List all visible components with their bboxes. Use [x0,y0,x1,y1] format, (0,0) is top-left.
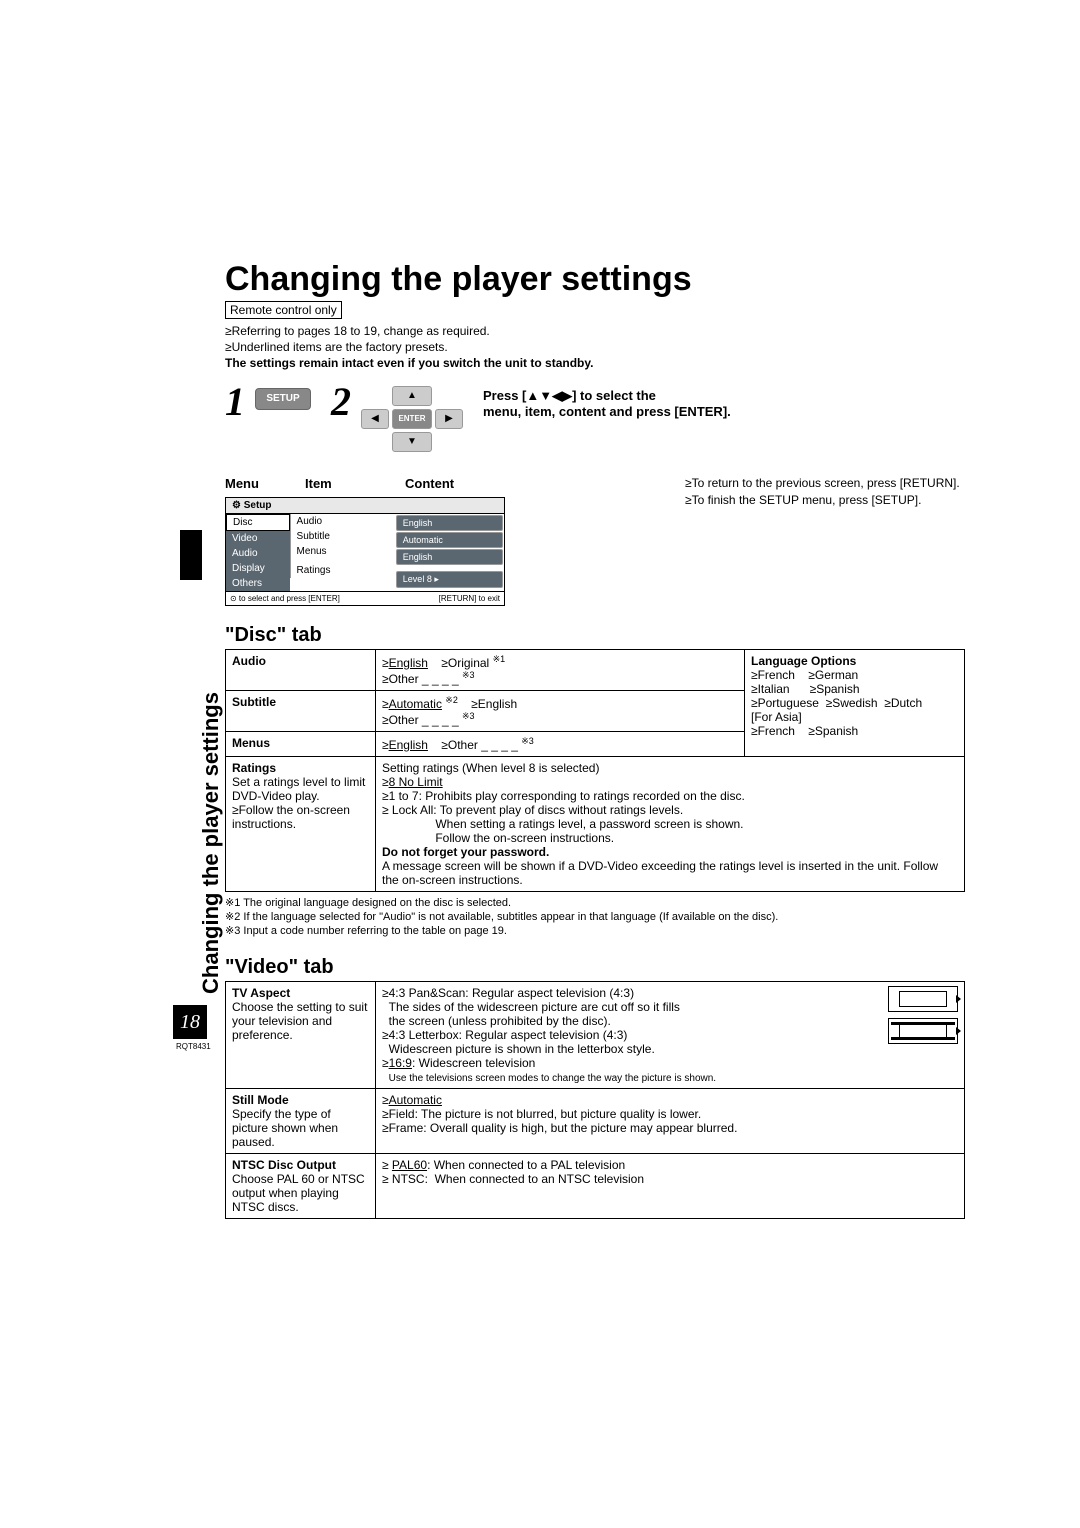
osd-menu-others: Others [226,576,290,591]
cell-ratings-value: Setting ratings (When level 8 is selecte… [376,756,965,891]
page-content: Changing the player settings Remote cont… [225,260,965,1219]
label-item: Item [305,476,405,491]
cell-menus-value: ≥English ≥Other _ _ _ _ ※3 [376,731,745,756]
osd-foot-return: [RETURN] to exit [439,594,500,603]
cell-ratings-label: Ratings Set a ratings level to limit DVD… [226,756,376,891]
ratings-label: Ratings [232,761,276,775]
osd-col-content: English Automatic English Level 8 ▸ [395,514,504,591]
note-setup: ≥To finish the SETUP menu, press [SETUP]… [685,492,960,509]
cell-ntsc-value: ≥ PAL60: When connected to a PAL televis… [376,1154,965,1219]
aspect-sub: Choose the setting to suit your televisi… [232,1000,367,1042]
side-tab: Changing the player settings [180,530,220,1050]
step-2-line-b: menu, item, content and press [ENTER]. [483,404,731,419]
osd-header: ⚙ Setup [226,498,504,514]
disc-tab-heading: "Disc" tab [225,624,965,647]
osd-item-subtitle: Subtitle [290,529,395,544]
cell-still-label: Still Mode Specify the type of picture s… [226,1089,376,1154]
cell-subtitle-label: Subtitle [226,690,376,731]
osd-footer: ⊙ to select and press [ENTER] [RETURN] t… [226,591,504,605]
setup-osd-graphic: ⚙ Setup Disc Video Audio Display Others … [225,497,505,606]
dpad-up-icon: ▲ [392,386,432,406]
step-2-text: Press [▲▼◀▶] to select the menu, item, c… [483,388,965,419]
intro-line-1: ≥Referring to pages 18 to 19, change as … [225,323,965,339]
step-1-number: 1 [225,382,245,422]
aspect-label: TV Aspect [232,986,290,1000]
page-number: 18 [173,1005,207,1039]
osd-item-ratings: Ratings [290,563,395,578]
still-label: Still Mode [232,1093,289,1107]
page-title: Changing the player settings [225,260,965,299]
dpad-enter-icon: ENTER [392,409,432,429]
note-return: ≥To return to the previous screen, press… [685,475,960,492]
footnotes: ※1 The original language designed on the… [225,896,965,939]
osd-item-menus: Menus [290,544,395,559]
cell-audio-label: Audio [226,649,376,690]
cell-subtitle-value: ≥Automatic ※2 ≥English≥Other _ _ _ _ ※3 [376,690,745,731]
cell-audio-value: ≥English ≥Original ※1≥Other _ _ _ _ ※3 [376,649,745,690]
aspect-value-text: ≥4:3 Pan&Scan: Regular aspect television… [382,986,716,1084]
video-table: TV Aspect Choose the setting to suit you… [225,981,965,1219]
step-2-line-a: Press [▲▼◀▶] to select the [483,388,656,403]
step-2-number: 2 [331,382,351,422]
osd-col-item: Audio Subtitle Menus Ratings [290,514,395,591]
cell-aspect-value: ≥4:3 Pan&Scan: Regular aspect television… [376,982,965,1089]
dpad-right-icon: ▶ [435,409,463,429]
ratings-sub: Set a ratings level to limit DVD-Video p… [232,775,365,831]
intro-line-2: ≥Underlined items are the factory preset… [225,339,965,355]
remote-only-badge: Remote control only [225,301,342,319]
steps-row: 1 SETUP 2 ▲ ◀ENTER▶ ▼ Press [▲▼◀▶] to se… [225,382,965,452]
osd-foot-select: ⊙ to select and press [ENTER] [230,594,340,603]
osd-menu-video: Video [226,531,290,546]
dpad-graphic: ▲ ◀ENTER▶ ▼ [361,386,463,452]
cell-aspect-label: TV Aspect Choose the setting to suit you… [226,982,376,1089]
ntsc-label: NTSC Disc Output [232,1158,336,1172]
still-sub: Specify the type of picture shown when p… [232,1107,338,1149]
footnote-1: ※1 The original language designed on the… [225,896,965,910]
lang-options-label: Language Options [751,654,856,668]
cell-still-value: ≥Automatic≥Field: The picture is not blu… [376,1089,965,1154]
cell-language-options: Language Options ≥French ≥German≥Italian… [745,649,965,756]
intro-line-3: The settings remain intact even if you s… [225,355,965,371]
subtitle-label: Subtitle [232,695,276,709]
footnote-2: ※2 If the language selected for "Audio" … [225,910,965,924]
return-notes: ≥To return to the previous screen, press… [685,475,960,509]
osd-content-automatic: Automatic [396,532,503,548]
osd-menu-display: Display [226,561,290,576]
osd-menu-audio: Audio [226,546,290,561]
dpad-left-icon: ◀ [361,409,389,429]
ntsc-sub: Choose PAL 60 or NTSC output when playin… [232,1172,365,1214]
osd-content-blank [396,566,503,570]
label-menu: Menu [225,476,305,491]
side-rotated-title: Changing the player settings [198,692,224,994]
footnote-3: ※3 Input a code number referring to the … [225,924,965,938]
video-tab-heading: "Video" tab [225,956,965,979]
tv-aspect-icons [888,986,958,1050]
cell-ntsc-label: NTSC Disc Output Choose PAL 60 or NTSC o… [226,1154,376,1219]
side-black-box [180,530,202,580]
osd-item-audio: Audio [290,514,395,529]
label-content: Content [405,476,495,491]
menus-label: Menus [232,736,270,750]
dpad-down-icon: ▼ [392,432,432,452]
osd-menu-disc: Disc [226,514,290,531]
osd-col-menu: Disc Video Audio Display Others [226,514,290,591]
pub-code: RQT8431 [176,1042,211,1051]
tv-icon-letterbox [888,1018,958,1044]
lang-options-value: ≥French ≥German≥Italian ≥Spanish≥Portugu… [751,668,922,738]
setup-button-graphic: SETUP [255,388,311,410]
osd-content-english1: English [396,515,503,531]
tv-icon-panscan [888,986,958,1012]
osd-content-english2: English [396,549,503,565]
audio-label: Audio [232,654,266,668]
cell-menus-label: Menus [226,731,376,756]
disc-table: Audio ≥English ≥Original ※1≥Other _ _ _ … [225,649,965,892]
osd-content-level8: Level 8 ▸ [396,571,503,588]
